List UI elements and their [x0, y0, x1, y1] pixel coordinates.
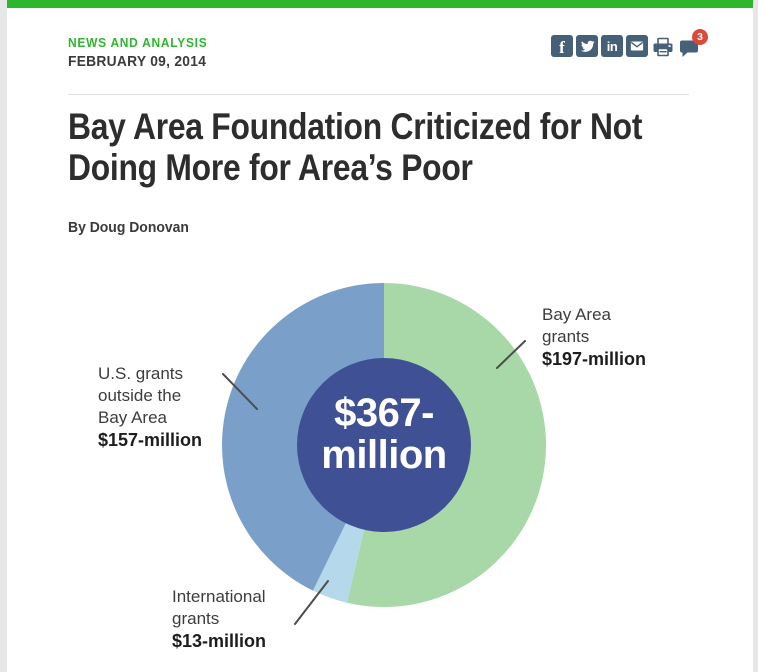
facebook-share-icon[interactable]: f — [551, 35, 573, 57]
comment-count-badge[interactable]: 3 — [692, 29, 708, 45]
page-right-gutter — [753, 0, 758, 672]
callout-leader-lines — [222, 340, 526, 625]
article-page: NEWS AND ANALYSIS FEBRUARY 09, 2014 f in — [7, 0, 753, 672]
comments-button[interactable]: 3 — [678, 29, 708, 61]
callout-bay-area-grants: Bay Area grants $197-million — [542, 304, 646, 370]
center-total-line-1: $367- — [334, 391, 434, 435]
callout-label-line: Bay Area — [542, 305, 611, 324]
center-total-line-2: million — [321, 433, 447, 477]
callout-label-line: grants — [172, 609, 220, 628]
callout-international-grants: International grants $13-million — [172, 586, 266, 652]
callout-label-line: Bay Area — [98, 408, 167, 427]
leader-line-us-grants — [222, 373, 258, 410]
article-byline: By Doug Donovan — [68, 219, 189, 236]
callout-amount: $197-million — [542, 349, 647, 369]
donut-chart — [222, 283, 547, 625]
leader-line-bay-area-grants — [496, 340, 526, 369]
print-icon[interactable] — [651, 35, 675, 59]
twitter-share-icon[interactable] — [576, 35, 598, 57]
headline-line-1: Bay Area Foundation Criticized for Not — [68, 106, 643, 147]
header-divider — [68, 94, 689, 95]
top-green-bar — [7, 0, 753, 8]
callout-amount: $13-million — [172, 631, 267, 651]
leader-line-international-grants — [294, 580, 329, 625]
callout-us-grants: U.S. grants outside the Bay Area $157-mi… — [98, 363, 202, 451]
headline-line-2: Doing More for Area’s Poor — [68, 147, 473, 188]
article-date: FEBRUARY 09, 2014 — [68, 53, 207, 70]
social-share-toolbar: f in 3 — [551, 29, 708, 61]
donut-pie-group — [222, 283, 547, 607]
callout-amount: $157-million — [98, 430, 203, 450]
envelope-icon — [630, 41, 644, 51]
callout-label-line: U.S. grants — [98, 364, 184, 383]
section-label[interactable]: NEWS AND ANALYSIS — [68, 35, 208, 50]
callout-label-line: outside the — [98, 386, 182, 405]
page-left-gutter — [0, 0, 7, 672]
donut-center-total: $367- million — [294, 392, 474, 476]
twitter-bird-icon — [580, 40, 595, 52]
donut-center-circle — [297, 358, 471, 532]
email-share-icon[interactable] — [626, 35, 648, 57]
callout-label-line: grants — [542, 327, 590, 346]
callout-label-line: International — [172, 587, 266, 606]
article-headline: Bay Area Foundation Criticized for Not D… — [68, 106, 642, 188]
linkedin-share-icon[interactable]: in — [601, 35, 623, 57]
comment-bubble-icon — [680, 40, 698, 57]
